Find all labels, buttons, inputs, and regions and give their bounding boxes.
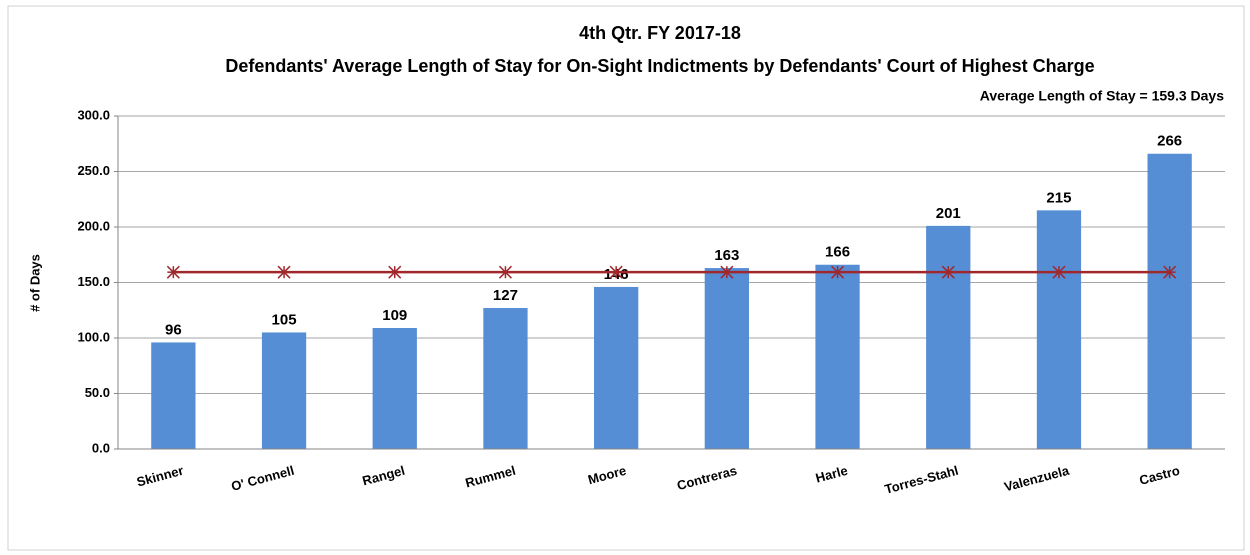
value-label: 163 [714,247,739,264]
chart-subtitle: Defendants' Average Length of Stay for O… [225,56,1094,76]
y-tick-label: 250.0 [77,163,110,178]
bar [483,308,528,449]
average-marker [166,265,180,279]
average-marker [388,265,402,279]
bar [372,328,417,449]
chart-title: 4th Qtr. FY 2017-18 [579,23,741,43]
average-marker [831,265,845,279]
y-tick-label: 150.0 [77,274,110,289]
average-marker [1163,265,1177,279]
value-label: 109 [382,307,407,324]
bar [261,332,307,449]
bar [1147,153,1192,450]
y-tick-label: 50.0 [85,385,110,400]
average-marker [609,265,623,279]
y-axis-label: # of Days [27,254,42,312]
y-tick-label: 300.0 [77,107,110,122]
value-label: 105 [272,311,297,328]
bar [926,225,971,449]
y-tick-label: 100.0 [77,329,110,344]
average-marker [941,265,955,279]
bar [704,268,749,449]
value-label: 266 [1157,133,1182,150]
average-marker [277,265,291,279]
value-label: 166 [825,244,850,261]
y-tick-label: 0.0 [92,440,110,455]
value-label: 96 [165,321,182,338]
bar [151,342,196,449]
value-label: 127 [493,287,518,304]
average-marker [720,265,734,279]
annotation: Average Length of Stay = 159.3 Days [980,88,1224,104]
value-label: 215 [1046,189,1071,206]
y-tick-label: 200.0 [77,218,110,233]
average-marker [498,265,512,279]
average-marker [1052,265,1066,279]
value-label: 201 [936,205,961,222]
bar [594,286,639,449]
bar [815,264,860,449]
bar [1036,210,1082,449]
